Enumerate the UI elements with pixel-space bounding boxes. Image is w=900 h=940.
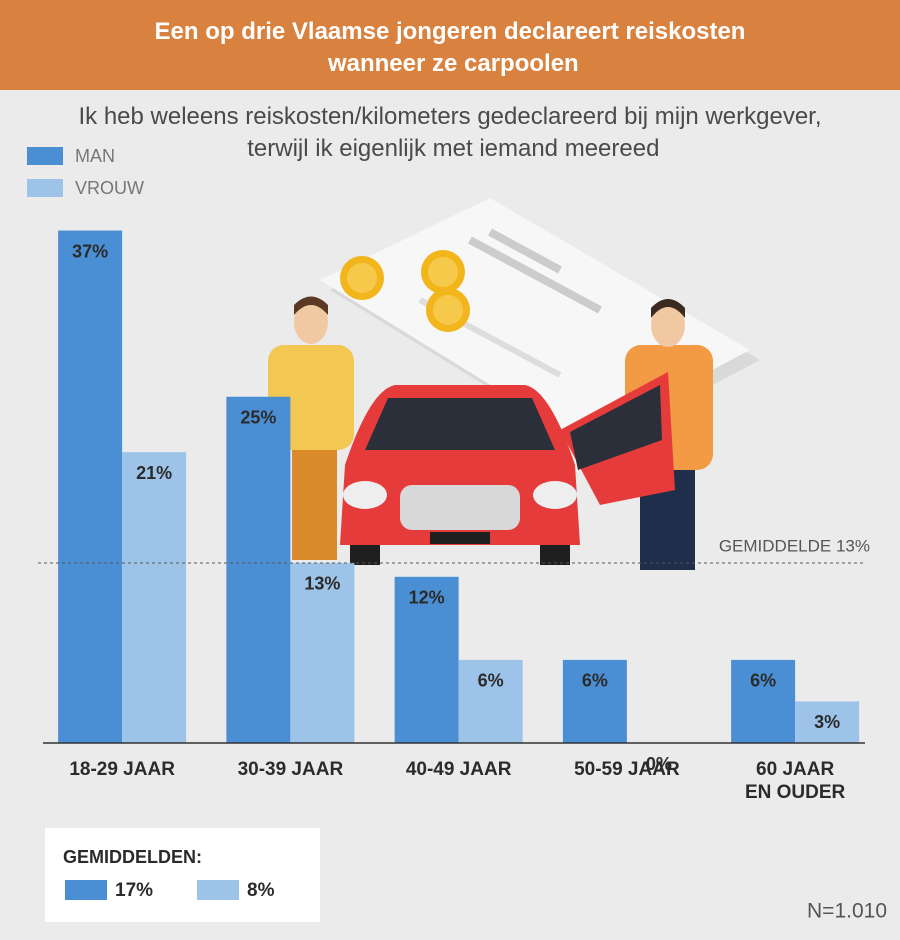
header-band xyxy=(0,0,900,90)
x-tick-label: 40-49 JAAR xyxy=(405,759,512,780)
chart-title: Een op drie Vlaamse jongeren declareert … xyxy=(155,18,746,77)
value-label: 6% xyxy=(478,671,504,691)
x-tick-label: 50-59 JAAR xyxy=(574,759,680,780)
bar xyxy=(394,576,459,743)
legend-swatch xyxy=(27,147,63,165)
average-value: 17% xyxy=(115,880,153,901)
value-label: 12% xyxy=(409,588,445,608)
bar xyxy=(731,659,796,743)
bar xyxy=(795,701,860,743)
legend-swatch xyxy=(27,179,63,197)
average-swatch xyxy=(65,880,107,900)
value-label: 21% xyxy=(136,463,172,483)
illustration xyxy=(268,198,760,570)
bar xyxy=(290,562,355,743)
bar xyxy=(562,659,627,743)
average-value: 8% xyxy=(247,880,275,901)
legend-label: MAN xyxy=(75,146,115,166)
chart-subtitle: Ik heb weleens reiskosten/kilometers ged… xyxy=(78,103,821,162)
value-label: 0% xyxy=(646,754,672,774)
value-label: 25% xyxy=(240,408,276,428)
x-tick-label: 18-29 JAAR xyxy=(69,759,175,780)
bar xyxy=(58,230,123,744)
bar xyxy=(122,452,187,743)
averages-title: GEMIDDELDEN: xyxy=(63,847,202,867)
averages-box xyxy=(45,828,320,922)
bar xyxy=(458,659,523,743)
x-tick-label: 60 JAAR EN OUDER xyxy=(744,759,846,803)
value-label: 37% xyxy=(72,241,108,261)
x-tick-label: 30-39 JAAR xyxy=(237,759,344,780)
value-label: 6% xyxy=(582,671,608,691)
average-swatch xyxy=(197,880,239,900)
sample-note: N=1.010 xyxy=(807,900,887,923)
value-label: 6% xyxy=(750,671,776,691)
value-label: 3% xyxy=(814,712,840,732)
value-label: 13% xyxy=(304,574,340,594)
bar xyxy=(226,396,291,743)
average-label: GEMIDDELDE 13% xyxy=(719,536,870,555)
legend-label: VROUW xyxy=(75,178,144,198)
